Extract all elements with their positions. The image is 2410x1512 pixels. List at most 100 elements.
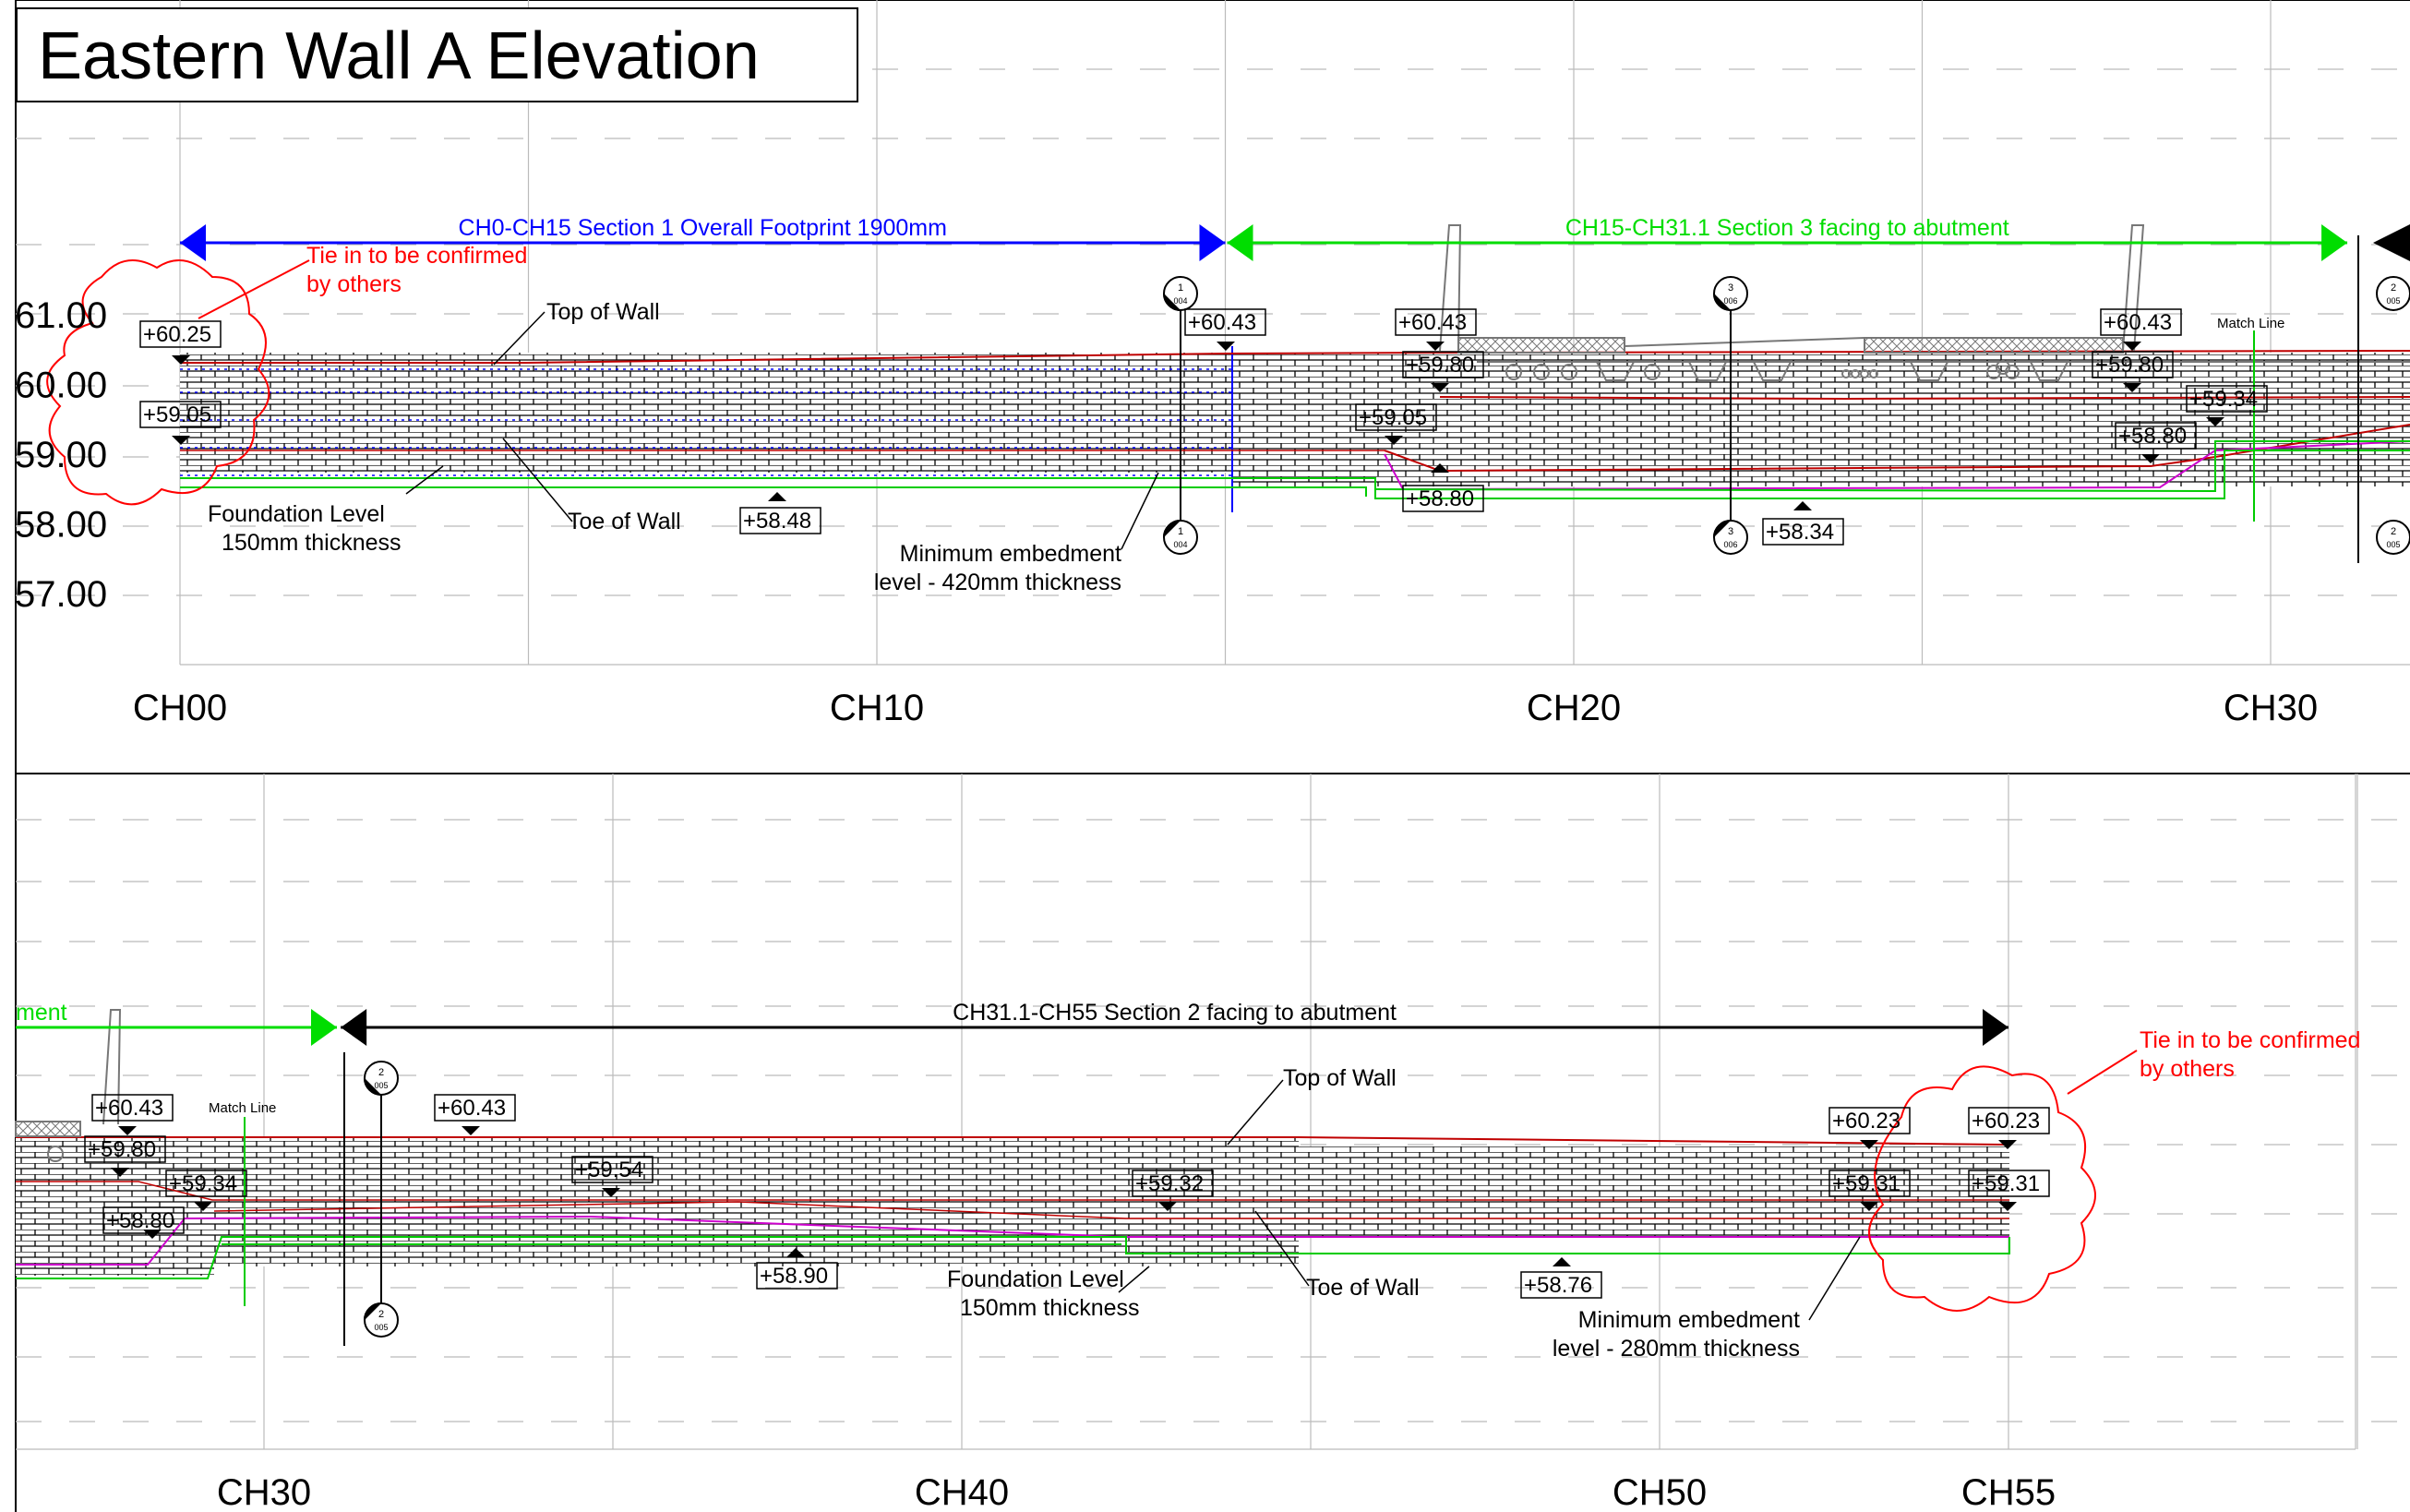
level-label: 57.00: [15, 574, 107, 615]
dim-section3-fragment: ment: [16, 1000, 67, 1026]
toe-of-wall-label: Toe of Wall: [1306, 1275, 1420, 1301]
spot-level-top-box: [139, 320, 222, 348]
spot-level-bottom: +60.43: [95, 1096, 163, 1121]
spot-level-top: +59.05: [143, 402, 211, 427]
section-marker-sheet: 005: [374, 1323, 388, 1332]
level-label: 60.00: [15, 366, 107, 406]
foundation-line: [180, 450, 2410, 499]
chainage-label-bottom: CH40: [915, 1472, 1009, 1512]
spot-level-bottom: +58.80: [106, 1208, 174, 1233]
spot-level-bottom: +60.43: [438, 1096, 506, 1121]
spot-level-bottom: +59.80: [88, 1137, 156, 1162]
bottom-wall: [15, 1009, 2010, 1346]
spot-level-top-box: [1184, 308, 1266, 336]
wall-bricks-bottom-left: [16, 1137, 214, 1276]
dim-section3-label: CH15-CH31.1 Section 3 facing to abutment: [1565, 215, 2009, 241]
spot-level-bottom-box: [165, 1170, 247, 1197]
dim-section2-arrow-start: [341, 1009, 367, 1046]
tie-in-note-top: Tie in to be confirmed: [306, 243, 527, 269]
wall-bricks-section1: [180, 353, 1232, 473]
section-marker-number: 2: [2391, 526, 2396, 537]
spot-level-top-box: [1762, 518, 1844, 546]
embedment-label: Minimum embedment: [1578, 1307, 1800, 1333]
section-marker-sheet: 005: [2386, 540, 2400, 549]
revision-cloud-bottom: [1868, 1065, 2096, 1312]
revision-cloud-top: [46, 259, 270, 506]
chainage-label-bottom: CH50: [1613, 1472, 1707, 1512]
tie-in-note-bottom: by others: [2140, 1056, 2235, 1082]
section-marker-number: 1: [1178, 526, 1183, 537]
foundation-label: Foundation Level: [208, 501, 385, 527]
dim-section3-arrow-end: [2321, 224, 2348, 261]
top-of-wall-label: Top of Wall: [1283, 1065, 1397, 1091]
dim-section3-arrow-start: [1227, 224, 1253, 261]
spot-level-top: +59.80: [2095, 353, 2164, 378]
spot-level-bottom-box: [1828, 1107, 1911, 1134]
dim-section2-arrow-start: [2373, 224, 2410, 261]
chainage-label-top: CH00: [133, 688, 227, 728]
section-marker-sheet: 006: [1723, 296, 1737, 306]
embedment-label: Minimum embedment: [900, 541, 1121, 567]
spot-level-bottom-box: [1828, 1170, 1911, 1197]
spot-level-top-box: [1355, 403, 1437, 431]
spot-level-bottom: +59.31: [1972, 1171, 2040, 1196]
section-marker-sheet: 006: [1723, 540, 1737, 549]
spot-level-bottom: +59.31: [1832, 1171, 1900, 1196]
match-line-label: Match Line: [2217, 316, 2284, 331]
spot-level-top-box: [2115, 422, 2197, 450]
drawing-title: Eastern Wall A Elevation: [38, 19, 760, 93]
spot-level-bottom: +60.23: [1972, 1109, 2040, 1134]
spot-level-bottom-box: [434, 1094, 516, 1122]
spot-level-top-box: [1402, 351, 1484, 378]
section-marker-number: 2: [2391, 282, 2396, 294]
section-marker-sheet: 004: [1173, 540, 1187, 549]
top-wall: [180, 224, 2410, 563]
top-of-wall-label: Top of Wall: [546, 299, 660, 325]
spot-level-top: +58.80: [1406, 486, 1474, 511]
spot-level-top-box: [2092, 351, 2174, 378]
match-line-label: Match Line: [209, 1100, 276, 1116]
spot-level-bottom: +58.76: [1524, 1273, 1592, 1298]
wall-bricks-bottom-right: [1299, 1146, 2009, 1237]
spot-level-bottom: +60.23: [1832, 1109, 1900, 1134]
spot-level-top: +58.34: [1766, 520, 1834, 545]
section-marker-sheet: 005: [374, 1081, 388, 1090]
section-marker-sheet: 004: [1173, 296, 1187, 306]
spot-level-top: +60.25: [143, 322, 211, 347]
foundation-label: Foundation Level: [947, 1266, 1124, 1292]
dim-section3-continued-arrow: [311, 1009, 337, 1046]
spot-level-bottom-box: [1520, 1271, 1602, 1299]
spot-level-top: +60.43: [1188, 310, 1256, 335]
spot-level-bottom-box: [1132, 1170, 1214, 1197]
dim-section2-label: CH31.1-CH55 Section 2 facing to abutment: [953, 1000, 1397, 1026]
spot-level-top: +59.34: [2189, 387, 2258, 412]
chainage-label-top: CH10: [830, 688, 924, 728]
spot-level-top-box: [1395, 308, 1477, 336]
spot-level-top: +58.80: [2118, 424, 2187, 449]
dim-section1-arrow-end: [1199, 224, 1226, 261]
foundation-thickness-label: 150mm thickness: [222, 530, 402, 556]
spot-level-bottom: +59.34: [169, 1171, 237, 1196]
spot-level-top: +58.48: [743, 509, 811, 534]
spot-level-bottom: +59.54: [575, 1158, 643, 1182]
foundation-thickness-label: 150mm thickness: [960, 1295, 1140, 1321]
dim-section1-arrow-start: [180, 224, 206, 261]
chainage-label-top: CH20: [1527, 688, 1621, 728]
spot-level-bottom-box: [1968, 1107, 2050, 1134]
spot-level-top-box: [1402, 485, 1484, 512]
spot-level-bottom-box: [102, 1206, 185, 1234]
chainage-label-top: CH30: [2224, 688, 2318, 728]
spot-level-top-box: [2100, 308, 2182, 336]
spot-level-bottom-box: [756, 1262, 838, 1290]
spot-level-top-box: [139, 401, 222, 428]
embedment-thickness-label: level - 280mm thickness: [1553, 1336, 1800, 1362]
section-marker-number: 3: [1728, 526, 1733, 537]
level-label: 58.00: [15, 505, 107, 546]
chainage-label-bottom: CH55: [1961, 1472, 2056, 1512]
tie-in-note-top: by others: [306, 271, 402, 297]
embedment-thickness-label: level - 420mm thickness: [874, 570, 1121, 595]
dim-section2-arrow-end: [1983, 1009, 2008, 1046]
section-marker-sheet: 005: [2386, 296, 2400, 306]
spot-level-bottom-box: [84, 1135, 166, 1163]
